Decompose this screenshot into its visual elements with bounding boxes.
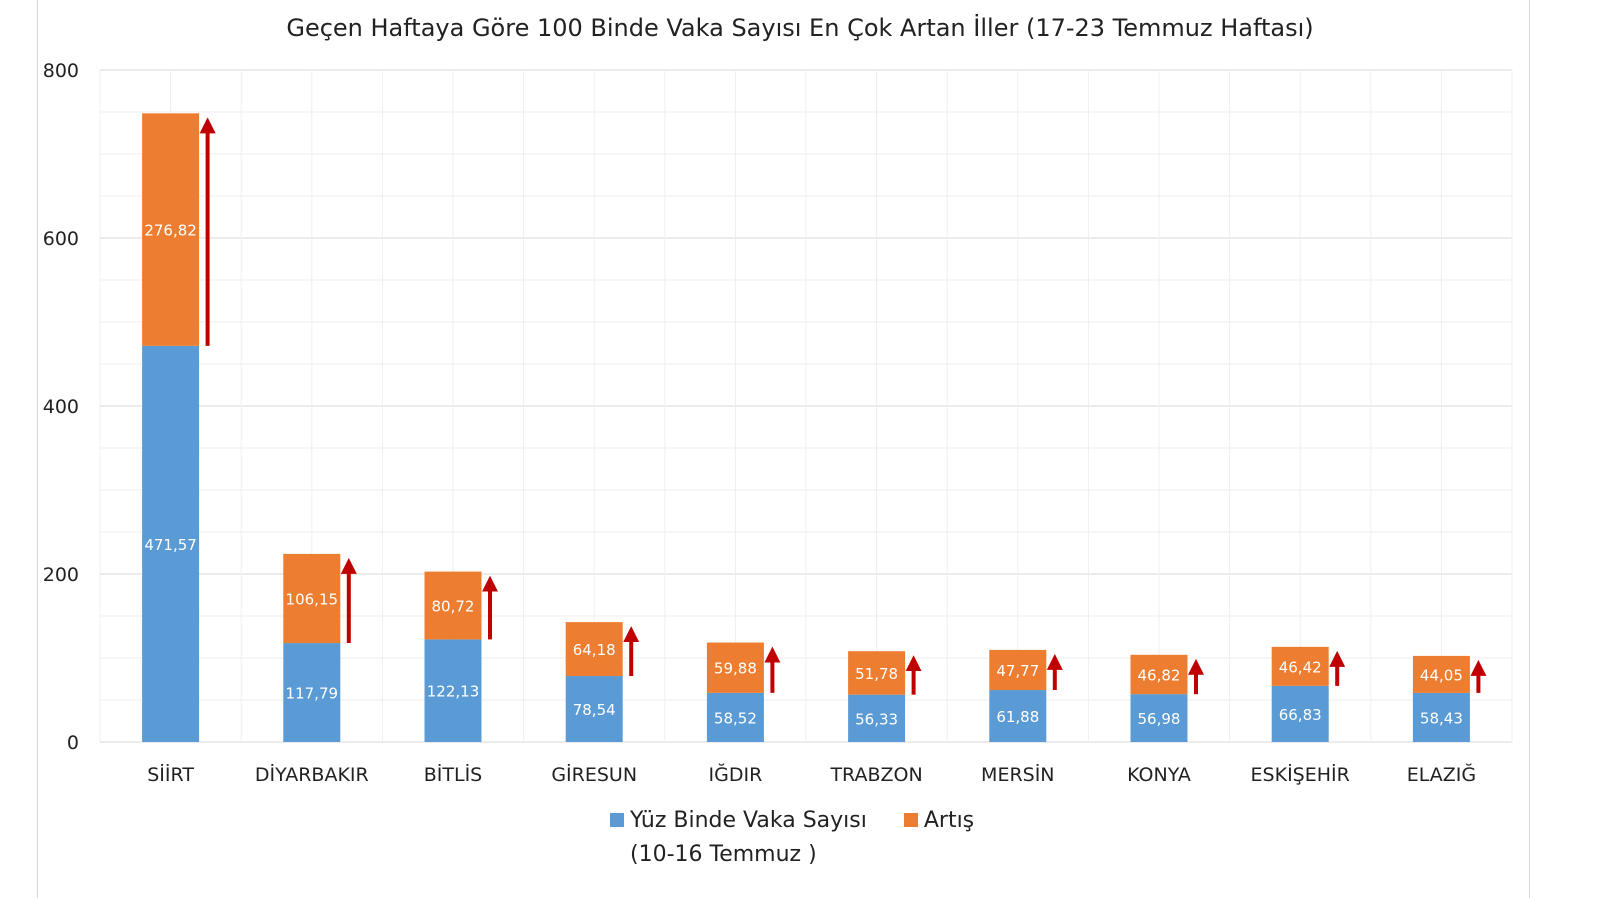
bar-increase [989, 649, 1047, 691]
data-label: 61,88 [996, 708, 1039, 726]
y-tick-label: 200 [43, 564, 79, 586]
x-tick-label: MERSİN [981, 763, 1054, 786]
y-tick-label: 600 [43, 228, 79, 250]
data-label: 58,52 [714, 709, 757, 727]
bar-cases [848, 694, 906, 742]
bar-increase [565, 622, 623, 677]
data-label: 78,54 [573, 701, 616, 719]
data-label: 44,05 [1420, 666, 1463, 684]
x-tick-label: KONYA [1127, 764, 1191, 786]
x-tick-label: DİYARBAKIR [255, 763, 369, 786]
x-tick-label: ELAZIĞ [1407, 762, 1476, 786]
y-tick-label: 0 [67, 732, 79, 754]
legend-swatch-orange [903, 813, 918, 827]
bar-increase [706, 642, 764, 693]
x-tick-label: SİİRT [147, 763, 194, 786]
data-label: 64,18 [573, 641, 616, 659]
data-label: 122,13 [427, 683, 480, 701]
bar-cases [283, 643, 341, 742]
chart-title: Geçen Haftaya Göre 100 Binde Vaka Sayısı… [286, 14, 1314, 42]
data-label: 56,33 [855, 710, 898, 728]
data-label: 46,42 [1279, 658, 1322, 676]
legend: Yüz Binde Vaka Sayısı (10-16 Temmuz ) Art… [610, 804, 1004, 872]
data-label: 58,43 [1420, 709, 1463, 727]
bar-cases [1271, 685, 1329, 742]
chart-frame [37, 0, 1530, 898]
bar-cases [424, 639, 482, 742]
bar-increase [1271, 646, 1329, 686]
data-label: 276,82 [144, 222, 197, 240]
bar-increase [283, 553, 341, 644]
x-tick-label: GİRESUN [551, 763, 637, 786]
data-label: 47,77 [996, 662, 1039, 680]
legend-swatch-blue [610, 813, 624, 827]
data-label: 106,15 [286, 590, 339, 608]
legend-label-line2: (10-16 Temmuz ) [630, 842, 817, 867]
legend-item-increase: Artış [903, 804, 975, 838]
y-tick-label: 400 [43, 396, 79, 418]
y-tick-label: 800 [43, 60, 79, 82]
bar-cases [706, 692, 764, 742]
data-label: 80,72 [432, 598, 475, 616]
data-label: 471,57 [144, 536, 197, 554]
bar-cases [989, 690, 1047, 742]
bar-cases [1130, 694, 1188, 742]
x-tick-label: ESKİŞEHİR [1251, 763, 1350, 786]
data-label: 46,82 [1138, 666, 1181, 684]
x-tick-label: TRABZON [829, 764, 922, 786]
legend-label: Yüz Binde Vaka Sayısı [630, 808, 867, 833]
bar-increase [1412, 655, 1470, 693]
data-label: 51,78 [855, 665, 898, 683]
x-tick-label: BİTLİS [424, 763, 483, 786]
bar-increase [142, 113, 200, 346]
data-label: 66,83 [1279, 706, 1322, 724]
bar-cases [142, 345, 200, 742]
data-label: 59,88 [714, 660, 757, 678]
bar-cases [1412, 692, 1470, 742]
bar-increase [848, 651, 906, 695]
x-tick-label: IĞDIR [709, 762, 763, 786]
bar-increase [424, 571, 482, 640]
bar-cases [565, 676, 623, 742]
legend-label: Artış [923, 808, 975, 833]
data-label: 56,98 [1138, 710, 1181, 728]
bar-increase [1130, 654, 1188, 695]
legend-item-cases: Yüz Binde Vaka Sayısı (10-16 Temmuz ) [610, 804, 867, 872]
data-label: 117,79 [286, 685, 339, 703]
